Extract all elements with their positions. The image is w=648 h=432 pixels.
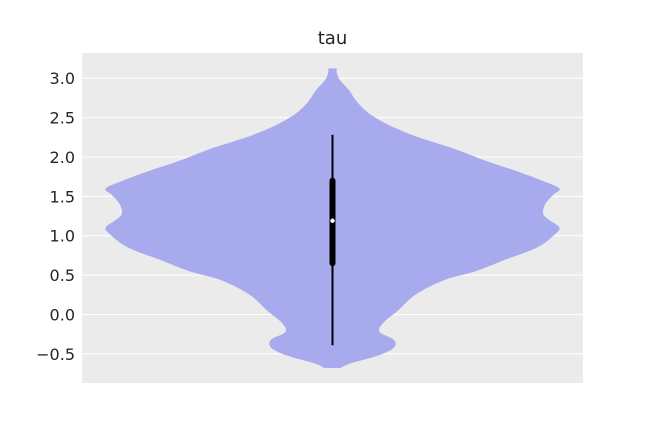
- y-tick-label: 3.0: [50, 69, 75, 88]
- chart-title: tau: [318, 28, 348, 49]
- y-tick-label: 2.5: [50, 109, 75, 128]
- y-tick-label: −0.5: [36, 345, 75, 364]
- y-axis-ticks: −0.5 0.0 0.5 1.0 1.5 2.0 2.5 3.0: [36, 69, 75, 364]
- y-tick-label: 0.0: [50, 305, 75, 324]
- y-tick-label: 1.5: [50, 187, 75, 206]
- y-tick-label: 0.5: [50, 266, 75, 285]
- median-point: [330, 218, 335, 223]
- y-tick-label: 1.0: [50, 227, 75, 246]
- y-tick-label: 2.0: [50, 148, 75, 167]
